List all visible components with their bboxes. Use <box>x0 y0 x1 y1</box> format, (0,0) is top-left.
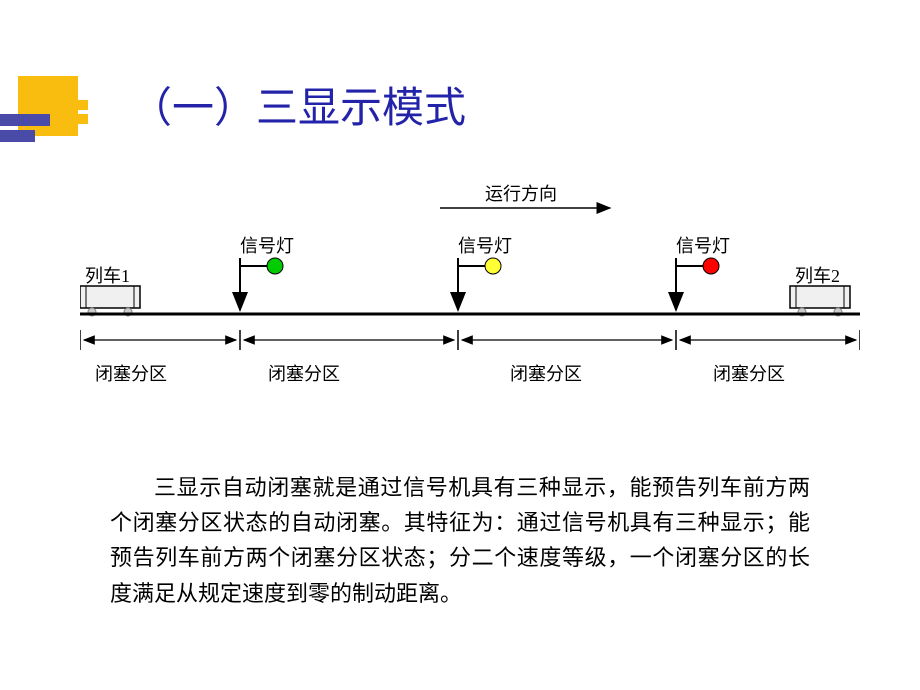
corner-decoration <box>0 76 120 166</box>
block-label-2: 闭塞分区 <box>268 360 340 386</box>
block-label-1: 闭塞分区 <box>95 360 167 386</box>
train-label-2: 列车2 <box>795 262 840 288</box>
direction-label: 运行方向 <box>485 180 557 206</box>
dimension-line <box>80 330 860 350</box>
train-1 <box>80 286 140 316</box>
block-label-4: 闭塞分区 <box>713 360 785 386</box>
diagram-svg <box>80 180 860 390</box>
train-label-1: 列车1 <box>85 262 130 288</box>
description-text: 三显示自动闭塞就是通过信号机具有三种显示，能预告列车前方两个闭塞分区状态的自动闭… <box>110 470 810 611</box>
signal-light-red <box>703 258 719 274</box>
page-title: （一）三显示模式 <box>130 74 466 135</box>
signal-label-1: 信号灯 <box>240 232 294 258</box>
signal-light-yellow <box>485 258 501 274</box>
signal-label-2: 信号灯 <box>458 232 512 258</box>
train-2 <box>790 286 850 316</box>
signal-label-3: 信号灯 <box>676 232 730 258</box>
signal-light-green <box>267 258 283 274</box>
block-label-3: 闭塞分区 <box>510 360 582 386</box>
signal-diagram: 运行方向 <box>80 180 860 390</box>
